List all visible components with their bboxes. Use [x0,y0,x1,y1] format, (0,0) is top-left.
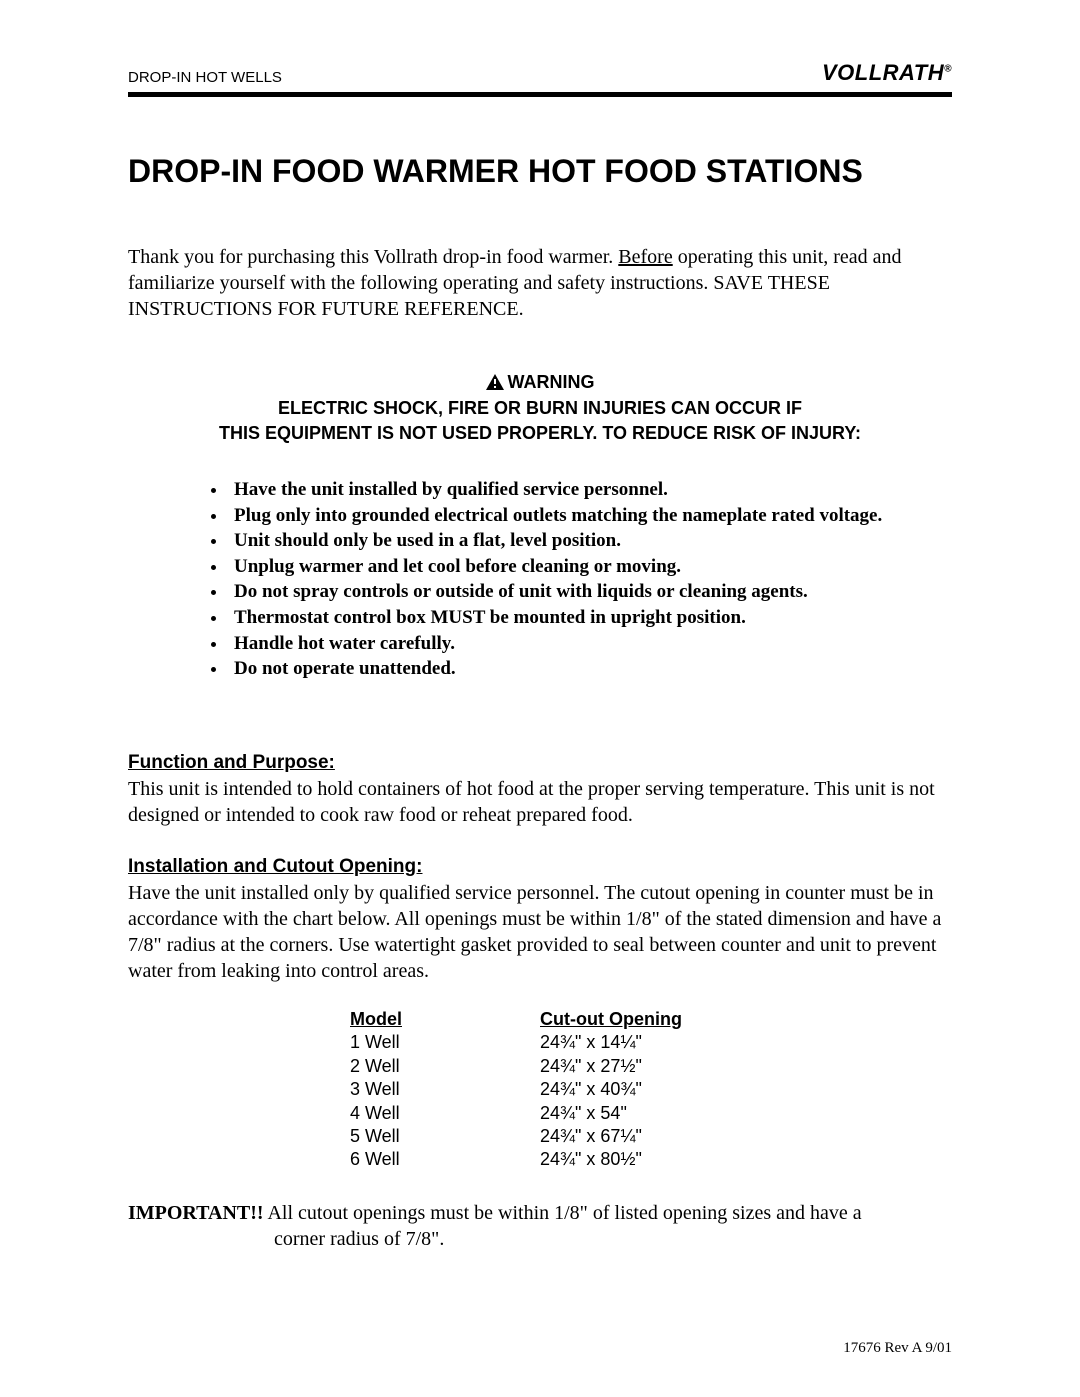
model-cell: 3 Well [350,1078,540,1101]
warning-bullets: Have the unit installed by qualified ser… [128,477,952,682]
brand-logo-mark: ® [944,64,952,75]
important-note: IMPORTANT!! All cutout openings must be … [128,1200,952,1252]
function-heading: Function and Purpose: [128,752,952,774]
model-cell: 5 Well [350,1125,540,1148]
warning-icon [486,372,504,396]
opening-cell: 24¾" x 54" [540,1102,730,1125]
opening-cell: 24¾" x 40¾" [540,1078,730,1101]
model-cell: 1 Well [350,1031,540,1054]
model-column: Model 1 Well 2 Well 3 Well 4 Well 5 Well… [350,1008,540,1172]
model-cell: 4 Well [350,1102,540,1125]
intro-pre: Thank you for purchasing this Vollrath d… [128,246,618,268]
cutout-table: Model 1 Well 2 Well 3 Well 4 Well 5 Well… [128,1008,952,1172]
page-header: DROP-IN HOT WELLS VOLLRATH® [128,60,952,86]
brand-logo-text: VOLLRATH [822,60,944,85]
opening-cell: 24¾" x 67¼" [540,1125,730,1148]
important-label: IMPORTANT!! [128,1202,264,1224]
important-line1: All cutout openings must be within 1/8" … [264,1202,862,1224]
model-cell: 6 Well [350,1148,540,1171]
footer-revision: 17676 Rev A 9/01 [843,1340,952,1357]
bullet-item: Plug only into grounded electrical outle… [228,503,952,529]
important-line2: corner radius of 7/8". [128,1226,952,1252]
model-cell: 2 Well [350,1055,540,1078]
install-body: Have the unit installed only by qualifie… [128,880,952,984]
opening-cell: 24¾" x 14¼" [540,1031,730,1054]
warning-label: WARNING [508,372,595,392]
bullet-item: Unit should only be used in a flat, leve… [228,528,952,554]
document-title: DROP-IN FOOD WARMER HOT FOOD STATIONS [128,153,952,190]
model-column-head: Model [350,1008,540,1031]
page: DROP-IN HOT WELLS VOLLRATH® DROP-IN FOOD… [0,0,1080,1397]
bullet-item: Handle hot water carefully. [228,631,952,657]
bullet-item: Do not spray controls or outside of unit… [228,579,952,605]
warning-line2: THIS EQUIPMENT IS NOT USED PROPERLY. TO … [219,423,861,443]
bullet-item: Have the unit installed by qualified ser… [228,477,952,503]
opening-column: Cut-out Opening 24¾" x 14¼" 24¾" x 27½" … [540,1008,730,1172]
opening-cell: 24¾" x 80½" [540,1148,730,1171]
header-product-name: DROP-IN HOT WELLS [128,69,282,86]
brand-logo: VOLLRATH® [822,60,952,86]
intro-before: Before [618,246,672,268]
header-rule [128,92,952,97]
install-heading: Installation and Cutout Opening: [128,856,952,878]
intro-paragraph: Thank you for purchasing this Vollrath d… [128,244,952,322]
opening-cell: 24¾" x 27½" [540,1055,730,1078]
warning-line1: ELECTRIC SHOCK, FIRE OR BURN INJURIES CA… [278,398,802,418]
bullet-item: Unplug warmer and let cool before cleani… [228,554,952,580]
function-body: This unit is intended to hold containers… [128,776,952,828]
bullet-item: Thermostat control box MUST be mounted i… [228,605,952,631]
warning-block: WARNING ELECTRIC SHOCK, FIRE OR BURN INJ… [128,370,952,445]
opening-column-head: Cut-out Opening [540,1008,730,1031]
bullet-item: Do not operate unattended. [228,656,952,682]
